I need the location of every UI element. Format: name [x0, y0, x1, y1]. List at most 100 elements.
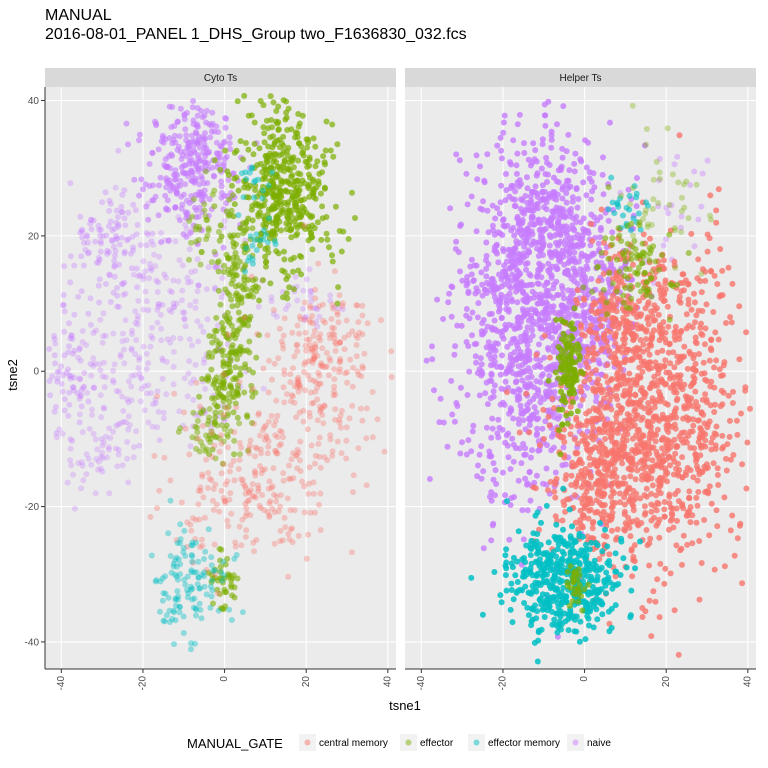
data-point-naive	[509, 298, 516, 305]
data-point-naive	[513, 339, 520, 345]
data-point-naive	[125, 479, 132, 486]
data-point-central-memory	[563, 472, 570, 479]
data-point-naive	[148, 238, 155, 245]
data-point-naive	[203, 286, 210, 293]
data-point-naive	[554, 121, 560, 128]
data-point-central-memory	[711, 384, 718, 391]
data-point-central-memory	[250, 539, 257, 546]
data-point-central-memory	[695, 307, 702, 314]
data-point-effector	[323, 118, 330, 125]
data-point-naive	[194, 112, 201, 119]
data-point-central-memory	[228, 510, 235, 517]
data-point-naive	[518, 355, 525, 362]
data-point-naive	[207, 134, 214, 141]
data-point-naive	[188, 156, 195, 163]
data-point-naive	[123, 120, 130, 127]
data-point-central-memory	[685, 417, 692, 424]
data-point-naive	[494, 205, 501, 212]
data-point-naive	[90, 430, 97, 437]
data-point-effector	[198, 410, 205, 417]
data-point-central-memory	[343, 437, 350, 444]
data-point-naive	[548, 144, 555, 151]
data-point-central-memory	[708, 500, 715, 507]
data-point-naive	[474, 370, 481, 376]
data-point-naive	[59, 430, 66, 437]
data-point-central-memory	[195, 487, 202, 494]
data-point-central-memory	[332, 406, 339, 413]
data-point-naive	[89, 406, 95, 413]
data-point-naive	[192, 268, 199, 274]
data-point-central-memory	[698, 560, 705, 566]
data-point-central-memory	[692, 388, 699, 395]
data-point-central-memory	[329, 448, 336, 455]
data-point-central-memory	[302, 359, 309, 366]
data-point-naive	[510, 441, 517, 448]
data-point-naive	[534, 245, 540, 252]
data-point-effector	[306, 193, 313, 200]
data-point-naive	[524, 481, 530, 488]
data-point-naive	[88, 461, 95, 468]
data-point-effector	[233, 376, 240, 382]
data-point-central-memory	[314, 384, 321, 391]
data-point-naive	[143, 298, 150, 305]
data-point-central-memory	[661, 506, 668, 513]
data-point-effector-memory	[188, 586, 194, 593]
data-point-effector	[250, 151, 257, 158]
data-point-central-memory	[608, 504, 615, 511]
data-point-central-memory	[287, 371, 294, 378]
data-point-naive	[530, 318, 537, 325]
data-point-effector-memory	[180, 630, 187, 636]
data-point-central-memory	[261, 436, 268, 443]
data-point-central-memory	[611, 490, 617, 496]
data-point-naive	[100, 233, 107, 240]
data-point-naive	[539, 228, 546, 235]
data-point-effector	[226, 291, 233, 298]
data-point-naive	[121, 279, 128, 286]
data-point-central-memory	[346, 415, 353, 422]
data-point-naive	[578, 158, 585, 165]
data-point-naive	[436, 419, 443, 426]
data-point-naive	[119, 281, 126, 288]
data-point-central-memory	[306, 336, 313, 343]
data-point-effector	[204, 421, 211, 428]
data-point-central-memory	[629, 573, 636, 580]
data-point-naive	[537, 295, 544, 302]
data-point-naive	[183, 197, 190, 204]
data-point-naive	[511, 388, 518, 395]
data-point-naive	[476, 451, 483, 458]
data-point-central-memory	[342, 370, 349, 377]
data-point-naive	[282, 306, 289, 313]
data-point-naive	[559, 186, 566, 193]
data-point-effector	[230, 409, 237, 416]
data-point-central-memory	[613, 456, 620, 463]
data-point-central-memory	[596, 429, 603, 436]
data-point-naive	[488, 348, 495, 354]
data-point-naive	[500, 119, 507, 126]
data-point-central-memory	[276, 325, 283, 332]
data-point-naive	[71, 311, 78, 318]
data-point-effector-memory	[265, 182, 272, 189]
data-point-naive	[215, 129, 222, 135]
data-point-naive	[456, 157, 463, 164]
data-point-effector	[211, 400, 218, 407]
data-point-central-memory	[312, 344, 319, 351]
data-point-effector-memory	[172, 571, 179, 578]
data-point-naive	[140, 258, 147, 265]
data-point-naive	[464, 392, 471, 398]
data-point-naive	[197, 323, 204, 330]
data-point-effector	[326, 244, 332, 251]
data-point-effector	[234, 98, 241, 105]
data-point-central-memory	[743, 485, 750, 492]
data-point-naive	[268, 298, 275, 305]
data-point-effector-memory	[196, 600, 203, 607]
data-point-naive	[136, 354, 143, 361]
data-point-effector	[317, 190, 324, 197]
data-point-effector-memory	[167, 553, 174, 559]
data-point-naive	[78, 226, 85, 233]
data-point-naive	[488, 537, 495, 544]
data-point-effector	[259, 176, 266, 183]
data-point-effector	[295, 111, 302, 117]
data-point-naive	[524, 185, 531, 192]
data-point-central-memory	[344, 369, 351, 376]
